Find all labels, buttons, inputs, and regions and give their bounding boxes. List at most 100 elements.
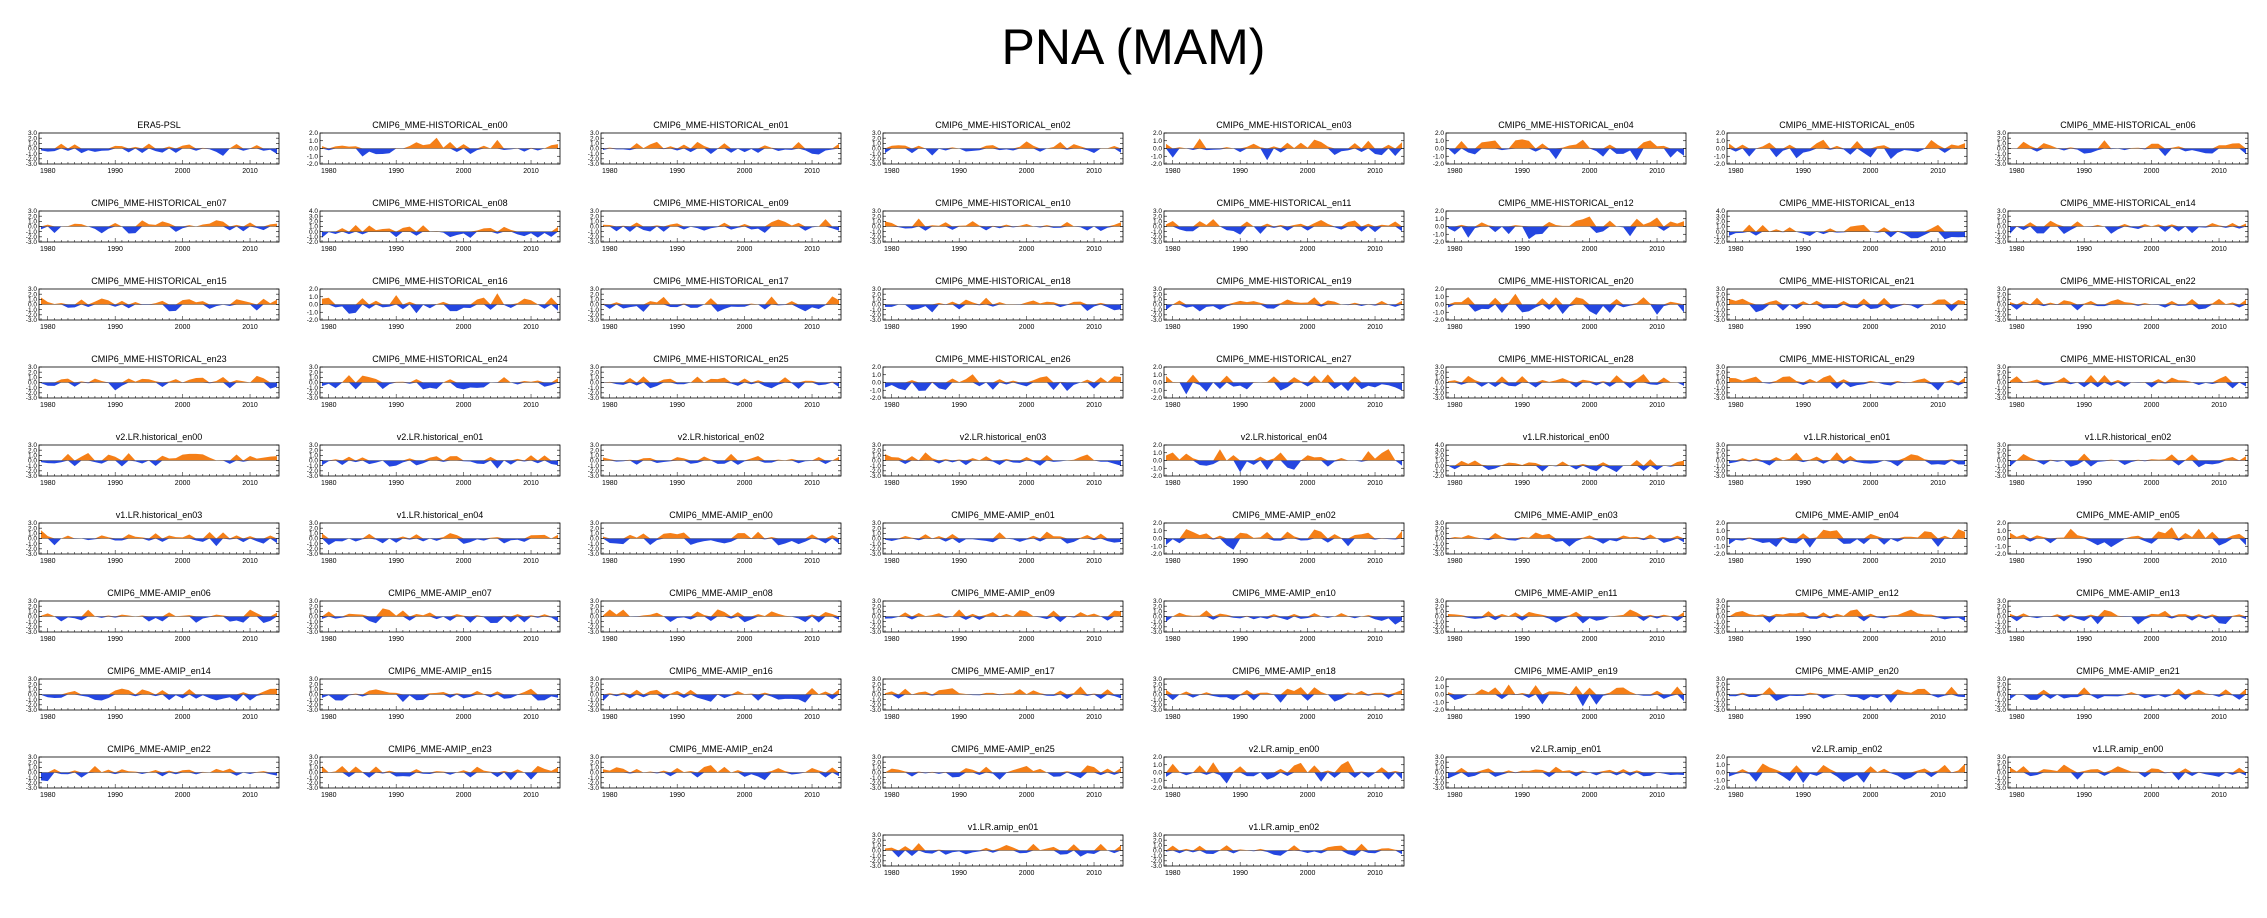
negative-area [322, 616, 558, 624]
panel: CMIP6_MME-HISTORICAL_en13 4.03.02.01.00.0… [1714, 198, 1968, 253]
panel-title: ERA5-PSL [137, 120, 181, 130]
positive-area [885, 531, 1121, 539]
y-tick-label: 0.0 [309, 692, 318, 699]
x-tick-label: 1990 [1795, 324, 1811, 331]
x-tick-label: 2000 [1019, 480, 1035, 487]
x-tick-label: 1990 [669, 324, 685, 331]
panel: CMIP6_MME-AMIP_en02 2.01.00.0-1.0-2.01980… [1151, 510, 1405, 565]
y-tick-label: 2.0 [309, 759, 318, 766]
positive-area [885, 218, 1121, 227]
y-tick-label: -3.0 [588, 551, 600, 558]
y-tick-label: -2.0 [1995, 702, 2007, 709]
x-tick-label: 2000 [737, 168, 753, 175]
y-tick-label: 2.0 [28, 681, 37, 688]
y-tick-label: -1.0 [870, 151, 882, 158]
x-tick-label: 1980 [602, 246, 618, 253]
y-tick-label: -1.0 [1995, 775, 2007, 782]
y-tick-label: -1.0 [26, 541, 38, 548]
x-tick-label: 1990 [1514, 714, 1530, 721]
x-tick-label: 2010 [1649, 402, 1665, 409]
panel-title: CMIP6_MME-HISTORICAL_en28 [1498, 354, 1633, 364]
x-tick-label: 2010 [523, 246, 539, 253]
y-tick-label: -3.0 [1433, 629, 1445, 636]
y-tick-label: 1.0 [309, 531, 318, 538]
y-tick-label: 2.0 [309, 286, 318, 293]
y-tick-label: 1.0 [1435, 458, 1444, 465]
y-tick-label: -3.0 [1151, 317, 1163, 324]
negative-area [1448, 538, 1684, 547]
y-tick-label: -3.0 [26, 317, 38, 324]
y-tick-label: 3.0 [28, 208, 37, 215]
y-tick-label: 0.0 [1716, 302, 1725, 309]
y-tick-label: -3.0 [1714, 707, 1726, 714]
y-tick-label: 3.0 [872, 676, 881, 683]
y-tick-label: -1.0 [1995, 697, 2007, 704]
y-tick-label: 2.0 [28, 447, 37, 454]
panel-title: CMIP6_MME-AMIP_en18 [1232, 666, 1336, 676]
negative-area [885, 148, 1121, 156]
x-tick-label: 1980 [602, 324, 618, 331]
y-tick-label: 1.0 [1716, 762, 1725, 769]
positive-area [41, 766, 277, 773]
negative-area [1448, 148, 1684, 161]
panel-title: v2.LR.historical_en02 [678, 432, 765, 442]
positive-area [1729, 139, 1965, 149]
y-tick-label: 0.0 [1153, 224, 1162, 231]
y-tick-label: -3.0 [26, 473, 38, 480]
y-tick-label: -1.0 [1433, 385, 1445, 392]
y-tick-label: 2.0 [309, 447, 318, 454]
positive-area [1729, 609, 1965, 617]
y-tick-label: 2.0 [872, 525, 881, 532]
x-tick-label: 1990 [1514, 168, 1530, 175]
positive-area [322, 375, 558, 383]
x-tick-label: 1990 [107, 480, 123, 487]
x-tick-label: 2000 [1300, 558, 1316, 565]
y-tick-label: 0.0 [1997, 770, 2006, 777]
y-tick-label: 0.0 [309, 458, 318, 465]
y-tick-label: 3.0 [1435, 754, 1444, 761]
y-tick-label: 1.0 [309, 609, 318, 616]
panel-title: CMIP6_MME-AMIP_en05 [2076, 510, 2180, 520]
x-tick-label: 1990 [951, 558, 967, 565]
panel: v2.LR.historical_en03 3.02.01.00.0-1.0-2.… [870, 432, 1124, 487]
panel-title: CMIP6_MME-HISTORICAL_en06 [2060, 120, 2195, 130]
x-tick-label: 2010 [242, 480, 258, 487]
y-tick-label: -3.0 [1995, 239, 2007, 246]
x-tick-label: 2000 [175, 402, 191, 409]
x-tick-label: 1990 [951, 480, 967, 487]
panel: v1.LR.amip_en023.02.01.00.0-1.0-2.0-3.01… [1151, 822, 1405, 877]
y-tick-label: -1.0 [26, 463, 38, 470]
y-tick-label: 3.0 [1153, 286, 1162, 293]
negative-area [2010, 772, 2246, 781]
panel: v1.LR.historical_en02 3.02.01.00.0-1.0-2.… [1995, 432, 2249, 487]
negative-area [603, 382, 839, 389]
x-tick-label: 1990 [1795, 246, 1811, 253]
negative-area [1166, 538, 1402, 550]
panel: CMIP6_MME-HISTORICAL_en12 2.01.00.0-1.0-2… [1433, 198, 1687, 253]
panel: CMIP6_MME-AMIP_en12 3.02.01.00.0-1.0-2.0-… [1714, 588, 1968, 643]
y-tick-label: -2.0 [1995, 390, 2007, 397]
x-tick-label: 1990 [1514, 792, 1530, 799]
x-tick-label: 2000 [456, 558, 472, 565]
y-tick-label: 1.0 [872, 765, 881, 772]
x-tick-label: 1990 [669, 402, 685, 409]
panel: CMIP6_MME-HISTORICAL_en20 2.01.00.0-1.0-2… [1433, 276, 1687, 331]
y-tick-label: 1.0 [28, 531, 37, 538]
negative-area [1166, 850, 1402, 856]
y-tick-label: 2.0 [309, 369, 318, 376]
y-tick-label: -1.0 [1433, 699, 1445, 706]
x-tick-label: 2010 [242, 324, 258, 331]
panel-title: v2.LR.amip_en02 [1812, 744, 1883, 754]
panel-title: CMIP6_MME-AMIP_en04 [1795, 510, 1899, 520]
positive-area [41, 220, 277, 227]
x-tick-label: 1990 [107, 558, 123, 565]
y-tick-label: -1.0 [870, 853, 882, 860]
y-tick-label: 2.0 [1997, 447, 2006, 454]
x-tick-label: 1990 [1232, 324, 1248, 331]
panel-title: CMIP6_MME-AMIP_en14 [107, 666, 211, 676]
x-tick-label: 1980 [1165, 402, 1181, 409]
y-tick-label: 2.0 [1997, 759, 2006, 766]
positive-area [2010, 220, 2246, 227]
y-tick-label: 2.0 [1435, 208, 1444, 215]
panel: CMIP6_MME-HISTORICAL_en02 3.02.01.00.0-1.… [870, 120, 1124, 175]
